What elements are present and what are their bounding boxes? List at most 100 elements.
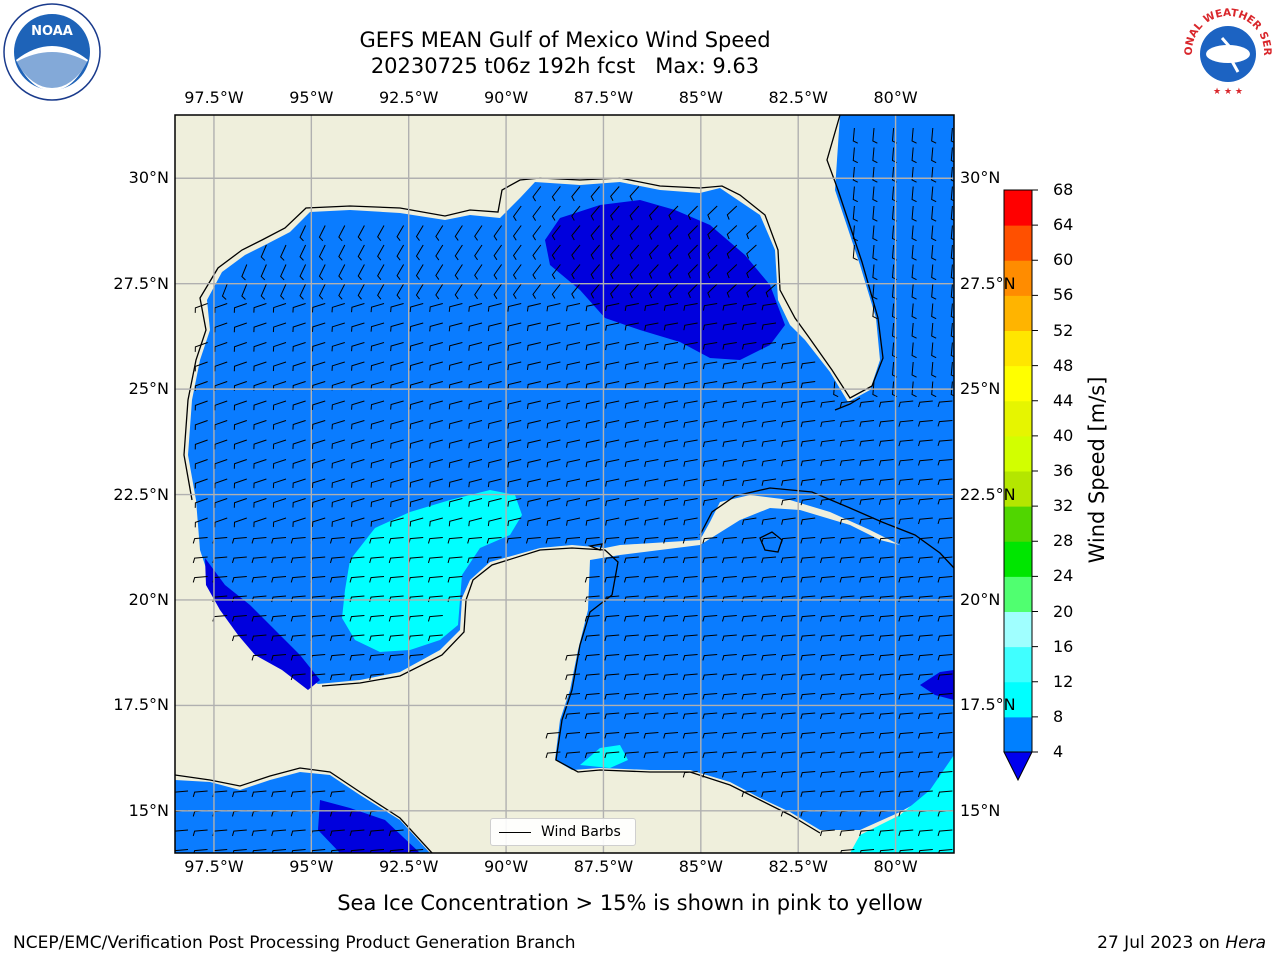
- wind-barb: [299, 244, 307, 261]
- wind-barb: [950, 342, 954, 358]
- wind-barb: [780, 556, 796, 564]
- wind-barb: [623, 576, 639, 583]
- wind-barb: [643, 537, 659, 544]
- isla-juventud: [759, 531, 783, 553]
- wind-barb: [839, 556, 855, 564]
- wind-barb: [253, 498, 267, 508]
- wind-barb: [409, 517, 424, 527]
- wind-barb: [702, 673, 718, 681]
- longitude-label: 82.5°W: [768, 88, 828, 107]
- wind-barb: [292, 342, 306, 352]
- wind-barb: [605, 381, 620, 390]
- wind-barb: [741, 615, 757, 622]
- wind-barb: [487, 342, 502, 351]
- wind-barb: [526, 400, 541, 409]
- wind-barb: [584, 712, 600, 720]
- wind-barb: [272, 459, 287, 469]
- wind-barb: [232, 849, 247, 853]
- wind-barb: [780, 673, 796, 681]
- colorbar-tick-label: 12: [1053, 671, 1074, 691]
- pacific-coastline: [175, 767, 433, 853]
- gridlines: [175, 115, 954, 853]
- wind-barb: [918, 459, 933, 466]
- northern-gulf-low-wind: [545, 200, 785, 360]
- wind-barb: [331, 342, 345, 352]
- wind-barb: [644, 498, 659, 506]
- wind-barb: [454, 244, 463, 261]
- wind-barb: [687, 225, 698, 240]
- wind-barb: [454, 225, 463, 241]
- wind-barb: [546, 517, 561, 526]
- wind-barb: [918, 849, 933, 853]
- wind-barb: [761, 439, 777, 447]
- wind-barb: [271, 790, 287, 798]
- wind-barb: [448, 439, 463, 449]
- wind-barb: [859, 654, 875, 661]
- latitude-label: 15°N: [128, 800, 169, 820]
- wind-barb: [937, 693, 953, 700]
- wind-barb: [390, 517, 404, 527]
- wind-barb: [663, 439, 679, 448]
- wind-barb: [683, 342, 698, 350]
- wind-barb: [839, 517, 855, 525]
- wind-barb: [329, 576, 345, 583]
- wind-barb: [683, 303, 698, 311]
- wind-barb: [507, 303, 522, 312]
- wind-barb: [761, 771, 777, 778]
- wind-barb: [272, 322, 287, 333]
- wind-barb: [859, 420, 875, 427]
- wind-barb: [565, 693, 581, 700]
- wind-barb: [663, 303, 679, 311]
- wind-barb: [231, 576, 247, 583]
- wind-barb: [585, 322, 600, 331]
- wind-barb: [624, 478, 639, 487]
- wind-barb: [427, 634, 443, 642]
- wind-barb: [605, 498, 620, 507]
- wind-barb: [931, 186, 937, 203]
- wind-barb: [388, 556, 404, 564]
- wind-barb: [761, 342, 777, 350]
- wind-barb: [329, 556, 345, 564]
- wind-barb: [702, 439, 718, 448]
- wind-barb: [260, 283, 267, 300]
- wind-barb: [605, 439, 620, 448]
- wind-barb: [231, 615, 247, 622]
- map-legend: Wind Barbs: [490, 818, 636, 846]
- colorbar-tick-label: 20: [1053, 601, 1074, 621]
- wind-barb: [898, 400, 914, 408]
- wind-barb: [800, 537, 816, 544]
- wind-barb: [623, 693, 639, 700]
- wind-barb: [839, 654, 855, 661]
- wind-barb: [950, 381, 954, 397]
- wind-barb: [311, 400, 326, 410]
- wind-barb: [683, 478, 698, 487]
- wind-barb: [819, 751, 835, 759]
- colorbar-segment: [1004, 646, 1032, 683]
- wind-barb: [487, 322, 502, 332]
- wind-barb: [800, 654, 816, 661]
- wind-barb: [761, 654, 777, 661]
- wind-barb: [937, 556, 953, 564]
- wind-barb: [839, 615, 855, 622]
- wind-barb: [214, 498, 228, 508]
- wind-barb: [859, 771, 875, 778]
- latitude-label: 20°N: [128, 589, 169, 609]
- wind-barb: [702, 771, 718, 778]
- colorbar-segment: [1004, 330, 1032, 367]
- wind-barb: [663, 556, 679, 564]
- wind-barb: [624, 517, 639, 526]
- wind-barb: [390, 381, 404, 391]
- svg-text:★ ★ ★: ★ ★ ★: [1213, 87, 1243, 97]
- wind-barb: [429, 459, 443, 468]
- wind-barb: [251, 537, 267, 544]
- wind-barb: [329, 654, 345, 661]
- wind-barb: [721, 751, 737, 759]
- wind-barb: [741, 381, 757, 389]
- wind-barb: [546, 303, 561, 312]
- wind-barb: [663, 537, 679, 544]
- wind-barb: [526, 517, 541, 526]
- wind-barb: [545, 537, 561, 544]
- wind-barb: [512, 283, 522, 299]
- wind-barb: [349, 537, 365, 544]
